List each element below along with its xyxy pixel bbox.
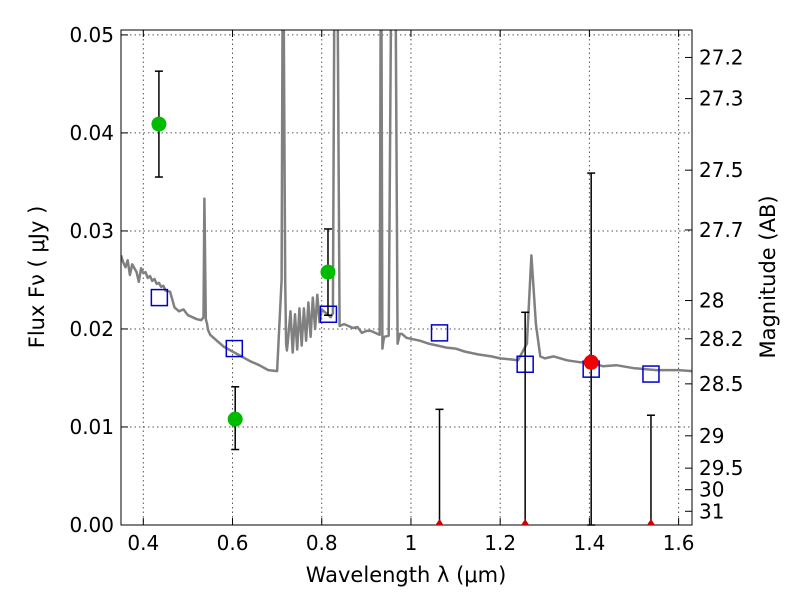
grid (121, 30, 692, 526)
upper-limit-marker (646, 519, 655, 525)
y-tick-label: 0.03 (69, 219, 114, 243)
y2-tick-label: 30 (699, 478, 724, 502)
model-photometry-square (430, 324, 449, 342)
y2-tick-label: 28 (699, 289, 724, 313)
x-tick-label: 0.4 (127, 531, 159, 555)
y-tick-label: 0.02 (69, 317, 114, 341)
x-tick-label: 0.8 (306, 531, 338, 555)
y-tick-label: 0.01 (69, 415, 114, 439)
y2-tick-label: 28.2 (699, 327, 744, 351)
y-tick-label: 0.04 (69, 121, 114, 145)
observed-point (320, 264, 336, 280)
plot-area (121, 30, 692, 373)
y2-tick-label: 29.5 (699, 456, 744, 480)
model-photometry-square (150, 288, 169, 307)
x-tick-label: 1.4 (573, 531, 605, 555)
model-photometry-square (642, 365, 660, 383)
x-axis-label: Wavelength λ (μm) (306, 563, 507, 587)
upper-limit-marker (435, 519, 444, 525)
y2-tick-label: 27.5 (699, 158, 744, 182)
y2-tick-label: 27.7 (699, 218, 744, 242)
observed-point-highlight (583, 354, 599, 370)
model-photometry-square (225, 339, 244, 358)
x-tick-label: 0.6 (217, 531, 249, 555)
markers (150, 70, 660, 526)
y-tick-label: 0.00 (69, 513, 114, 537)
upper-limit-marker (521, 519, 530, 525)
y-tick-label: 0.05 (69, 23, 114, 47)
plot-frame (120, 29, 693, 526)
x-tick-label: 1.6 (663, 531, 695, 555)
y2-tick-label: 29 (699, 424, 724, 448)
x-tick-label: 1 (405, 531, 418, 555)
y2-tick-label: 31 (699, 499, 724, 523)
y-axis-label: Flux Fν ( μJy ) (25, 206, 49, 349)
y2-tick-label: 27.2 (699, 45, 744, 69)
x-tick-label: 1.2 (484, 531, 516, 555)
y2-axis-label: Magnitude (AB) (756, 195, 780, 358)
observed-point (151, 116, 167, 132)
axes: 0.4 0.6 0.8 1 1.2 1.4 1.6 0.00 0.01 0.02 0.03 0.04 0… (69, 23, 743, 555)
observed-point (227, 411, 243, 427)
model-spectrum-line (121, 30, 692, 373)
y2-tick-label: 28.5 (699, 372, 744, 396)
y2-tick-label: 27.3 (699, 87, 744, 111)
